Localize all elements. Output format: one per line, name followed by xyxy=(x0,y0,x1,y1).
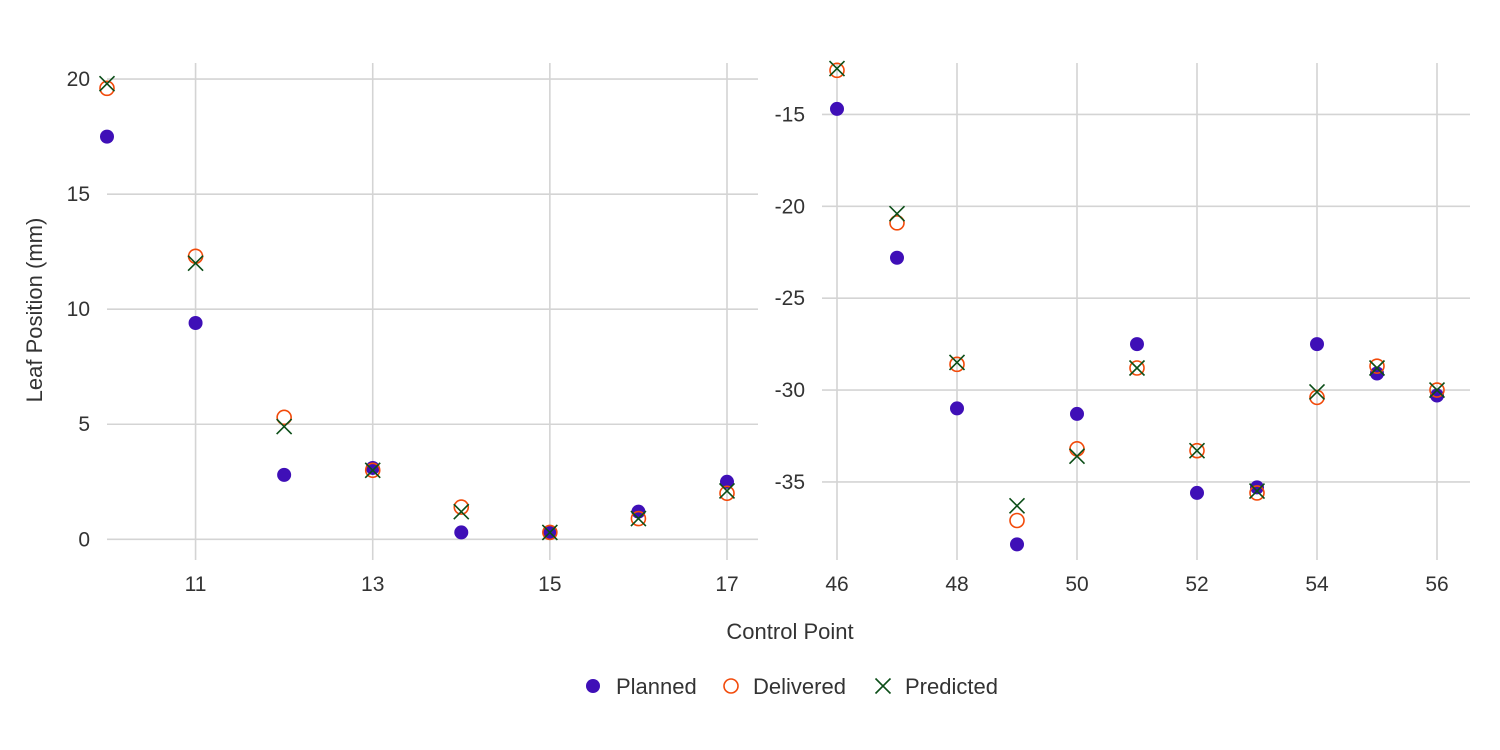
legend-marker-predicted xyxy=(874,677,892,695)
planned-point xyxy=(1430,388,1444,403)
planned-point xyxy=(1130,337,1144,352)
x-tick-label: 17 xyxy=(715,573,738,596)
delivered-point xyxy=(630,510,647,527)
delivered-point xyxy=(1309,389,1325,406)
x-tick-label: 48 xyxy=(945,573,968,596)
delivered-point xyxy=(1369,358,1385,374)
predicted-point xyxy=(541,524,558,541)
delivered-point xyxy=(1429,382,1445,398)
planned-point xyxy=(188,316,203,331)
delivered-point xyxy=(1129,360,1145,376)
legend-item-delivered: Delivered xyxy=(723,674,846,699)
predicted-point xyxy=(276,418,293,435)
y-tick-label: 15 xyxy=(67,183,90,206)
predicted-point xyxy=(718,482,736,500)
series-delivered xyxy=(99,80,735,541)
x-tick-label: 13 xyxy=(361,573,384,596)
legend-label: Planned xyxy=(616,674,697,699)
delivered-point xyxy=(1249,485,1265,501)
x-tick-label: 11 xyxy=(185,573,207,596)
legend-item-planned: Planned xyxy=(586,674,697,699)
predicted-point xyxy=(453,503,470,520)
planned-point xyxy=(277,467,292,482)
predicted-point xyxy=(1368,359,1386,377)
delivered-point xyxy=(949,356,965,373)
planned-point xyxy=(1010,537,1024,552)
legend-marker-delivered xyxy=(723,678,739,694)
planned-point xyxy=(454,525,469,540)
series-planned xyxy=(830,101,1444,552)
delivered-point xyxy=(364,462,381,479)
x-tick-label: 56 xyxy=(1425,573,1448,596)
planned-point xyxy=(1310,337,1324,352)
planned-point xyxy=(890,250,904,265)
left-panel: 0 5 10 15 20 11 13 15 17 xyxy=(67,63,758,596)
planned-point xyxy=(1070,406,1084,421)
y-tick-label: -30 xyxy=(775,379,805,402)
y-tick-label: -25 xyxy=(775,287,805,310)
planned-point xyxy=(830,101,844,116)
x-tick-label: 52 xyxy=(1185,573,1208,596)
planned-point xyxy=(1250,480,1264,495)
predicted-point xyxy=(1308,383,1326,400)
gridlines xyxy=(822,63,1470,560)
delivered-point xyxy=(276,409,292,426)
planned-point xyxy=(720,474,734,489)
predicted-point xyxy=(1128,359,1146,377)
legend-label: Predicted xyxy=(905,674,998,699)
x-tick-label: 46 xyxy=(825,573,848,596)
predicted-point xyxy=(630,510,647,527)
delivered-point xyxy=(99,80,115,97)
y-tick-label: -35 xyxy=(775,471,805,494)
delivered-point xyxy=(1189,442,1205,459)
predicted-point xyxy=(1428,381,1446,399)
legend-marker-planned xyxy=(586,679,600,693)
series-delivered xyxy=(829,62,1445,529)
predicted-point xyxy=(187,255,204,272)
predicted-point xyxy=(1068,448,1086,465)
right-panel: -35 -30 -25 -20 -15 46 48 50 52 54 56 xyxy=(775,60,1470,596)
y-tick-label: 0 xyxy=(78,528,90,551)
y-tick-label: 20 xyxy=(67,68,90,91)
y-tick-label: -20 xyxy=(775,195,805,218)
predicted-point xyxy=(888,205,906,222)
x-axis-title: Control Point xyxy=(726,619,853,644)
x-tick-label: 50 xyxy=(1065,573,1088,596)
planned-point xyxy=(1190,485,1204,500)
delivered-point xyxy=(453,499,470,515)
predicted-point xyxy=(364,462,381,479)
predicted-point xyxy=(1188,442,1206,459)
delivered-point xyxy=(829,62,845,79)
delivered-point xyxy=(1009,512,1025,529)
x-tick-label: 54 xyxy=(1305,573,1329,596)
delivered-point xyxy=(719,485,735,502)
predicted-point xyxy=(1248,483,1266,500)
predicted-point xyxy=(948,354,966,371)
y-tick-label: 5 xyxy=(78,413,90,436)
series-predicted xyxy=(828,60,1446,514)
y-tick-label: 10 xyxy=(67,298,90,321)
y-axis-title: Leaf Position (mm) xyxy=(22,218,47,403)
delivered-point xyxy=(889,215,905,231)
legend-item-predicted: Predicted xyxy=(874,674,998,699)
legend-label: Delivered xyxy=(753,674,846,699)
x-tick-label: 15 xyxy=(538,573,561,596)
predicted-point xyxy=(1008,497,1026,514)
planned-point xyxy=(950,401,964,416)
predicted-point xyxy=(98,75,116,92)
gridlines xyxy=(107,63,758,560)
predicted-point xyxy=(828,60,846,77)
planned-point xyxy=(100,129,114,144)
y-tick-label: -15 xyxy=(775,103,805,126)
series-predicted xyxy=(98,75,736,541)
legend: Planned Delivered Predicted xyxy=(586,674,998,699)
delivered-point xyxy=(542,524,558,541)
